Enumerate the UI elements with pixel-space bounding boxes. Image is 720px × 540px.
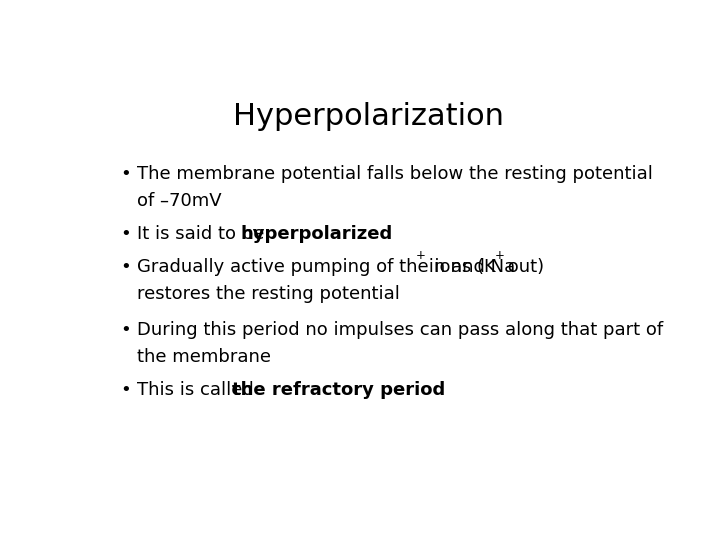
Text: •: • xyxy=(121,381,132,399)
Text: Hyperpolarization: Hyperpolarization xyxy=(233,102,505,131)
Text: +: + xyxy=(495,249,505,262)
Text: Gradually active pumping of the ions (K: Gradually active pumping of the ions (K xyxy=(138,258,496,276)
Text: •: • xyxy=(121,321,132,339)
Text: the refractory period: the refractory period xyxy=(233,381,446,399)
Text: •: • xyxy=(121,165,132,183)
Text: hyperpolarized: hyperpolarized xyxy=(240,225,393,243)
Text: of –70mV: of –70mV xyxy=(138,192,222,210)
Text: in and Na: in and Na xyxy=(423,258,516,276)
Text: +: + xyxy=(415,249,426,262)
Text: •: • xyxy=(121,258,132,276)
Text: the membrane: the membrane xyxy=(138,348,271,366)
Text: restores the resting potential: restores the resting potential xyxy=(138,285,400,303)
Text: During this period no impulses can pass along that part of: During this period no impulses can pass … xyxy=(138,321,664,339)
Text: •: • xyxy=(121,225,132,243)
Text: It is said to be: It is said to be xyxy=(138,225,271,243)
Text: This is called: This is called xyxy=(138,381,260,399)
Text: out): out) xyxy=(503,258,544,276)
Text: The membrane potential falls below the resting potential: The membrane potential falls below the r… xyxy=(138,165,653,183)
